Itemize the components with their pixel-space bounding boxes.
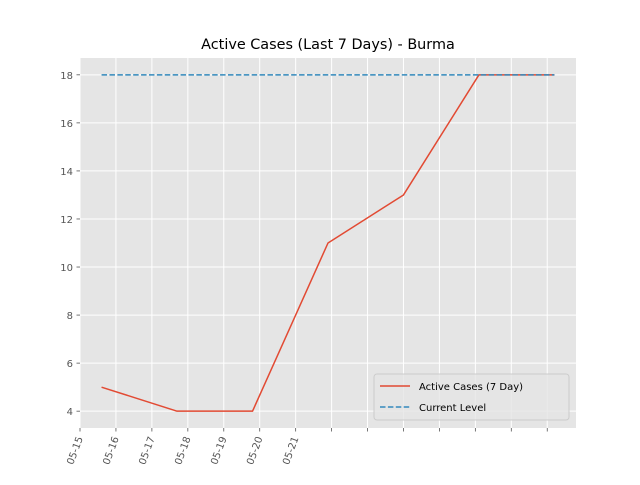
- y-tick-label: 18: [60, 71, 73, 82]
- y-tick-label: 8: [67, 311, 73, 322]
- x-tick-label: 05-17: [137, 435, 157, 466]
- y-tick-label: 12: [60, 215, 73, 226]
- grid: [79, 58, 576, 428]
- y-tick-label: 16: [60, 119, 73, 130]
- y-tick-label: 10: [60, 263, 73, 274]
- x-tick-label: 05-19: [209, 435, 229, 466]
- y-tick-label: 6: [67, 359, 73, 370]
- x-tick-label: 05-18: [173, 435, 193, 466]
- y-axis: 4 6 8 10 12 14 16 18: [60, 71, 80, 418]
- x-tick-label: 05-21: [281, 435, 301, 466]
- x-axis: 05-15 05-16 05-17 05-18 05-19 05-20 05-21: [66, 428, 548, 466]
- x-tick-label: 05-15: [66, 435, 86, 466]
- y-tick-label: 4: [67, 407, 73, 418]
- x-tick-label: 05-20: [245, 435, 265, 466]
- chart-title: Active Cases (Last 7 Days) - Burma: [201, 37, 455, 53]
- legend: Active Cases (7 Day) Current Level: [373, 373, 570, 421]
- series-layer: [101, 74, 555, 412]
- legend-label-current-level: Current Level: [419, 403, 486, 414]
- y-tick-label: 14: [60, 167, 73, 178]
- series-line-active-cases: [101, 74, 555, 412]
- legend-box: [373, 373, 570, 421]
- x-tick-label: 05-16: [101, 435, 121, 466]
- legend-label-active-cases: Active Cases (7 Day): [419, 382, 523, 393]
